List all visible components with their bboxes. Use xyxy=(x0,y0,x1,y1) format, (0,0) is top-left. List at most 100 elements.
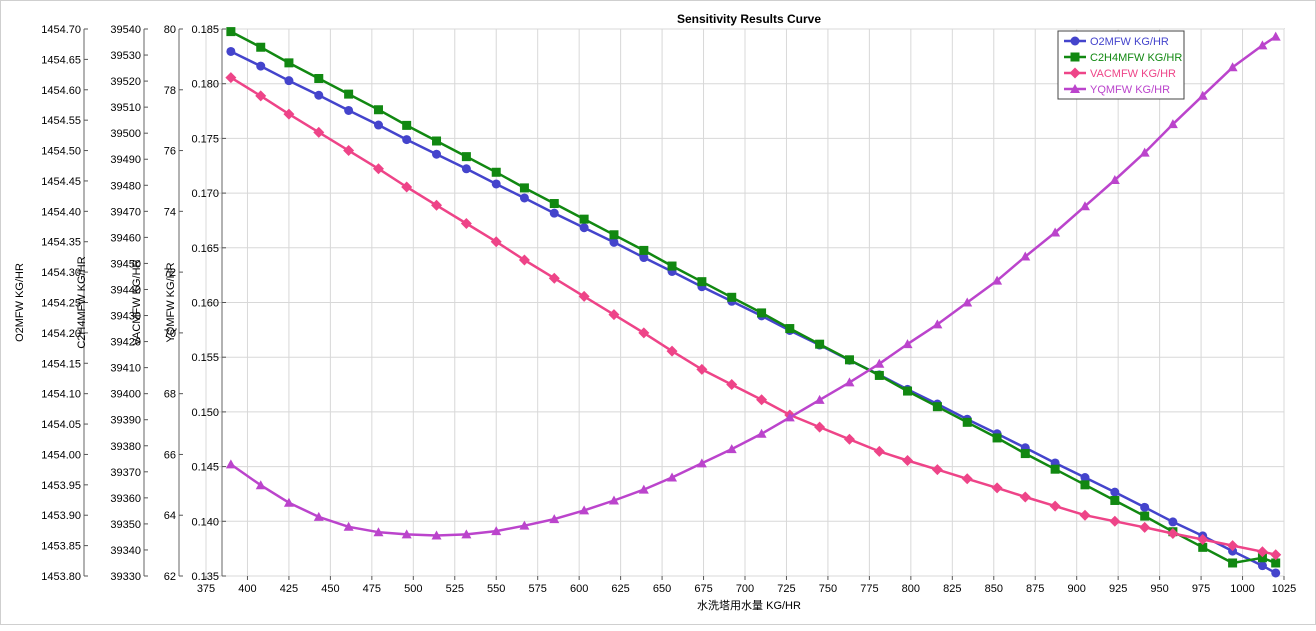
data-point-yq xyxy=(1270,31,1281,41)
y-tick-label-vac: 80 xyxy=(164,24,176,36)
data-point-c2h4 xyxy=(932,402,942,412)
data-point-vac xyxy=(843,433,855,445)
x-tick-label: 875 xyxy=(1026,583,1044,595)
data-point-yq xyxy=(283,497,294,507)
data-point-c2h4 xyxy=(667,261,677,271)
y-axis-title-c2h4: C2H4MFW KG/HR xyxy=(76,256,88,348)
grid-layer xyxy=(205,28,1285,577)
series-yq xyxy=(225,31,1281,540)
data-point-yq xyxy=(1050,227,1061,237)
data-point-c2h4 xyxy=(757,308,767,318)
data-point-c2h4 xyxy=(314,73,324,83)
y-tick-label-o2: 1454.65 xyxy=(41,54,81,66)
y-tick-label-c2h4: 39540 xyxy=(110,24,141,36)
data-point-yq xyxy=(667,472,678,482)
y-tick-label-o2: 1454.50 xyxy=(41,146,81,158)
data-point-yq xyxy=(902,339,913,349)
data-point-c2h4 xyxy=(874,370,884,380)
data-point-o2 xyxy=(609,237,619,247)
x-tick-label: 850 xyxy=(985,583,1003,595)
y-tick-label-c2h4: 39460 xyxy=(110,232,141,244)
y-tick-label-c2h4: 39430 xyxy=(110,311,141,323)
data-point-c2h4 xyxy=(1198,542,1208,552)
data-point-vac xyxy=(608,309,620,321)
x-tick-label: 500 xyxy=(404,583,422,595)
x-tick-label: 775 xyxy=(860,583,878,595)
data-point-yq xyxy=(784,412,795,422)
y-tick-label-c2h4: 39490 xyxy=(110,154,141,166)
data-point-c2h4 xyxy=(432,136,442,146)
y-tick-label-o2: 1454.20 xyxy=(41,328,81,340)
data-point-c2h4 xyxy=(903,386,913,396)
series-c2h4 xyxy=(226,27,1281,568)
data-point-yq xyxy=(696,458,707,468)
data-point-vac xyxy=(343,145,355,157)
x-tick-label: 800 xyxy=(902,583,920,595)
x-tick-label: 725 xyxy=(777,583,795,595)
data-point-vac xyxy=(873,445,885,457)
x-tick-label: 525 xyxy=(446,583,464,595)
data-point-c2h4 xyxy=(373,105,383,115)
y-tick-label-yq: 0.185 xyxy=(191,24,219,36)
data-point-o2 xyxy=(402,135,412,145)
data-point-vac xyxy=(1079,509,1091,521)
data-point-vac xyxy=(1197,534,1209,546)
data-point-c2h4 xyxy=(1080,480,1090,490)
y-tick-label-yq: 0.165 xyxy=(191,243,219,255)
y-tick-label-vac: 78 xyxy=(164,85,176,97)
data-point-yq xyxy=(1167,119,1178,129)
series-vac xyxy=(225,72,1282,561)
data-point-vac xyxy=(696,363,708,375)
y-tick-label-o2: 1454.25 xyxy=(41,298,81,310)
data-point-yq xyxy=(549,514,560,524)
data-point-c2h4 xyxy=(519,183,529,193)
data-point-yq xyxy=(431,530,442,540)
y-tick-label-o2: 1454.05 xyxy=(41,419,81,431)
data-point-c2h4 xyxy=(491,167,501,177)
x-tick-label: 700 xyxy=(736,583,754,595)
x-tick-label: 650 xyxy=(653,583,671,595)
data-point-vac xyxy=(283,108,295,120)
x-tick-label: 975 xyxy=(1192,583,1210,595)
x-tick-label: 475 xyxy=(363,583,381,595)
data-point-c2h4 xyxy=(1257,553,1267,563)
data-point-o2 xyxy=(226,46,236,56)
x-tick-label: 900 xyxy=(1068,583,1086,595)
data-point-yq xyxy=(1139,147,1150,157)
data-point-c2h4 xyxy=(579,214,589,224)
data-point-vac xyxy=(313,126,325,138)
y-tick-label-vac: 76 xyxy=(164,146,176,158)
legend-entry-c2h4: C2H4MFW KG/HR xyxy=(1090,52,1182,64)
data-point-o2 xyxy=(1110,487,1120,497)
data-point-vac xyxy=(931,464,943,476)
data-point-vac xyxy=(372,163,384,175)
y-tick-label-yq: 0.135 xyxy=(191,571,219,583)
data-point-c2h4 xyxy=(284,58,294,68)
x-tick-label: 1000 xyxy=(1230,583,1254,595)
y-tick-label-c2h4: 39440 xyxy=(110,284,141,296)
y-tick-label-c2h4: 39480 xyxy=(110,180,141,192)
data-point-vac xyxy=(1167,527,1179,539)
y-tick-label-o2: 1454.70 xyxy=(41,24,81,36)
x-tick-label: 925 xyxy=(1109,583,1127,595)
legend-marker-vac xyxy=(1069,67,1081,79)
data-point-vac xyxy=(225,72,237,84)
legend-entry-yq: YQMFW KG/HR xyxy=(1090,84,1170,96)
y-tick-label-c2h4: 39380 xyxy=(110,441,141,453)
y-axis-title-yq: YQMFW KG/HR xyxy=(165,262,177,342)
data-point-c2h4 xyxy=(844,355,854,365)
legend[interactable]: O2MFW KG/HR C2H4MFW KG/HR VACMFW KG/HR YQMF… xyxy=(1057,30,1185,100)
data-point-yq xyxy=(1109,174,1120,184)
data-point-c2h4 xyxy=(461,152,471,162)
data-point-yq xyxy=(1227,62,1238,72)
data-point-c2h4 xyxy=(344,89,354,99)
y-tick-label-c2h4: 39410 xyxy=(110,363,141,375)
y-tick-label-vac: 66 xyxy=(164,449,176,461)
y-tick-label-yq: 0.140 xyxy=(191,516,219,528)
data-point-yq xyxy=(992,275,1003,285)
data-point-o2 xyxy=(519,193,529,203)
data-point-o2 xyxy=(432,149,442,159)
y-tick-label-o2: 1453.90 xyxy=(41,510,81,522)
data-point-yq xyxy=(519,520,530,530)
y-tick-label-c2h4: 39330 xyxy=(110,571,141,583)
